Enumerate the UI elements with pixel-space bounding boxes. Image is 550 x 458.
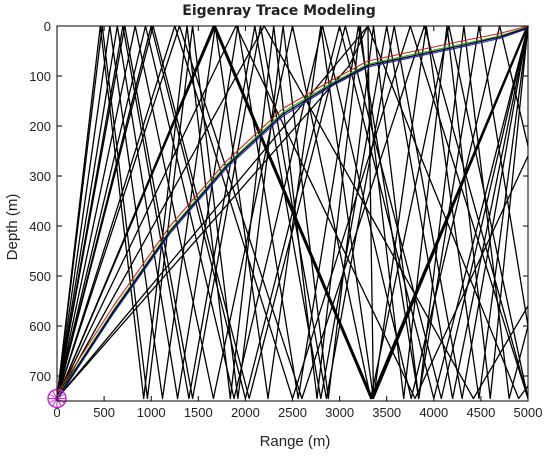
ray-path-10: [56, 25, 529, 400]
x-tick-label: 0: [53, 405, 60, 420]
ray-path-23: [56, 26, 529, 399]
y-tick-label: 200: [29, 119, 51, 134]
y-tick-label: 100: [29, 69, 51, 84]
x-tick-label: 500: [93, 405, 115, 420]
ray-path-22: [56, 27, 529, 401]
y-tick-label: 400: [29, 219, 51, 234]
ray-path-15: [56, 25, 529, 400]
x-tick-label: 4500: [466, 405, 495, 420]
ray-path-14: [56, 25, 529, 400]
plot-frame: [56, 25, 529, 402]
y-tick-label: 700: [29, 369, 51, 384]
x-tick-label: 5000: [514, 405, 543, 420]
ray-path-7: [56, 25, 529, 400]
ray-path-16: [56, 25, 529, 400]
y-tick-label: 0: [44, 19, 51, 34]
ray-path-17: [56, 25, 529, 400]
y-tick-label: 300: [29, 169, 51, 184]
x-tick-label: 2500: [278, 405, 307, 420]
y-tick-label: 500: [29, 269, 51, 284]
axis-ticks: 0 500 1000 1500 2000 2500 3000 3500 4000 4500 5000…: [29, 19, 542, 420]
ray-path-4: [56, 25, 529, 400]
x-tick-label: 2000: [231, 405, 260, 420]
x-axis-label: Range (m): [260, 433, 331, 450]
y-tick-label: 600: [29, 319, 51, 334]
y-axis-label: Depth (m): [4, 194, 21, 261]
ray-path-8: [56, 25, 529, 400]
x-tick-label: 3500: [372, 405, 401, 420]
ray-path-6: [56, 25, 529, 400]
x-tick-label: 1500: [184, 405, 213, 420]
ray-path-21: [56, 26, 529, 398]
x-tick-label: 1000: [137, 405, 166, 420]
x-tick-label: 3000: [325, 405, 354, 420]
chart-title: Eigenray Trace Modeling: [182, 3, 375, 19]
ray-path-20: [56, 25, 529, 394]
ray-path-18: [56, 25, 529, 400]
ray-paths: [56, 25, 529, 401]
x-tick-label: 4000: [419, 405, 448, 420]
